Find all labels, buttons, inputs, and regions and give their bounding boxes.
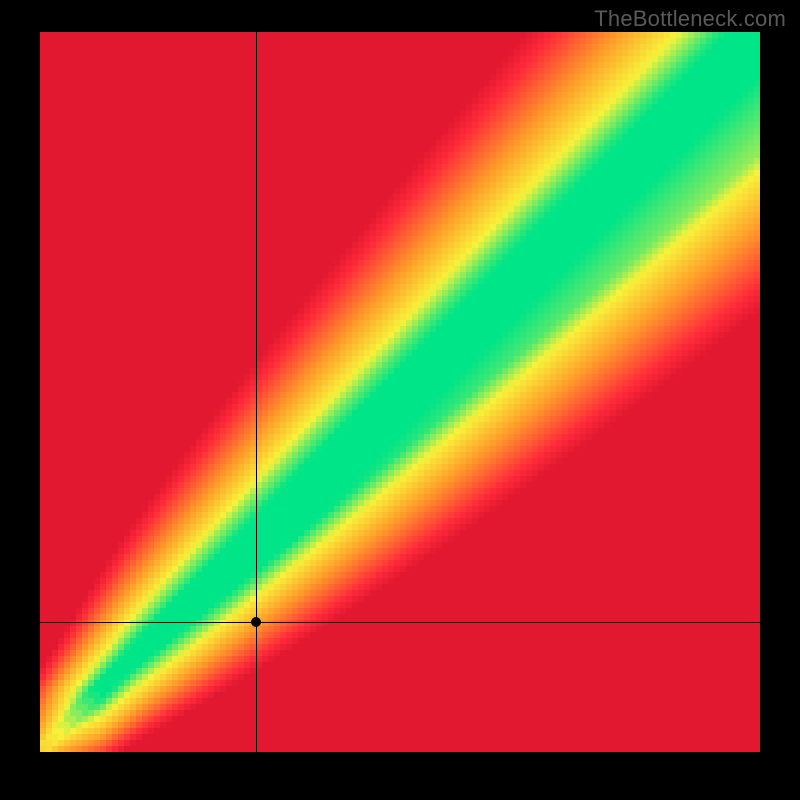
heatmap-canvas — [40, 32, 760, 752]
heatmap-plot — [40, 32, 760, 752]
watermark-text: TheBottleneck.com — [594, 6, 786, 32]
